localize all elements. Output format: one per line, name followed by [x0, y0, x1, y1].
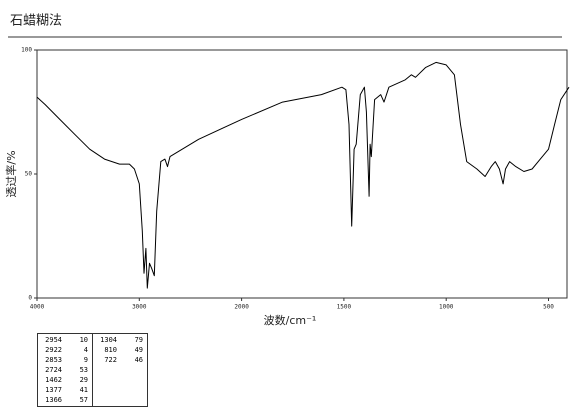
x-axis-label: 波数/cm⁻¹	[264, 314, 317, 327]
transmittance: 4	[83, 346, 88, 354]
x-tick-label: 500	[543, 304, 554, 311]
table-row: 2724 53	[42, 365, 88, 375]
transmittance: 53	[79, 366, 88, 374]
x-tick-label: 1500	[337, 304, 352, 311]
transmittance: 57	[79, 396, 88, 404]
table-row: 810 49	[97, 345, 143, 355]
wavenumber: 722	[104, 356, 117, 364]
transmittance: 10	[79, 336, 88, 344]
table-row: 1304 79	[97, 335, 143, 345]
table-row: 2853 9	[42, 355, 88, 365]
table-row: 1462 29	[42, 375, 88, 385]
wavenumber: 2853	[45, 356, 62, 364]
chart-title: 石蜡糊法	[10, 13, 62, 29]
wavenumber: 2724	[45, 366, 62, 374]
table-row: 2954 10	[42, 335, 88, 345]
x-tick-label: 4000	[30, 304, 45, 311]
table-row: 2922 4	[42, 345, 88, 355]
x-tick-label: 3000	[132, 304, 147, 311]
x-tick-label: 1000	[439, 304, 454, 311]
table-row: 1366 57	[42, 395, 88, 405]
y-tick-label: 50	[25, 171, 33, 178]
table-row: 1377 41	[42, 385, 88, 395]
wavenumber: 810	[104, 346, 117, 354]
wavenumber: 1366	[45, 396, 62, 404]
table-column: 1304 79 810 49 722 46	[92, 334, 147, 406]
y-tick-label: 0	[28, 295, 32, 302]
y-axis-label: 透过率/%	[4, 150, 18, 197]
transmittance: 79	[134, 336, 143, 344]
plot-frame	[36, 49, 568, 299]
table-row: 722 46	[97, 355, 143, 365]
wavenumber: 2922	[45, 346, 62, 354]
y-tick-label: 100	[21, 47, 32, 54]
x-tick-label: 2000	[234, 304, 249, 311]
table-column: 2954 10 2922 4 2853 9 2724 53 1462 29 1377 41 1366 57	[38, 334, 92, 406]
transmittance: 41	[79, 386, 88, 394]
transmittance: 46	[134, 356, 143, 364]
transmittance: 9	[83, 356, 88, 364]
peak-table: 2954 10 2922 4 2853 9 2724 53 1462 29 1377 41 1366 57…	[37, 333, 148, 407]
transmittance: 49	[134, 346, 143, 354]
wavenumber: 1462	[45, 376, 62, 384]
wavenumber: 1304	[100, 336, 117, 344]
spectrum-line	[36, 61, 570, 289]
wavenumber: 2954	[45, 336, 62, 344]
transmittance: 29	[79, 376, 88, 384]
wavenumber: 1377	[45, 386, 62, 394]
